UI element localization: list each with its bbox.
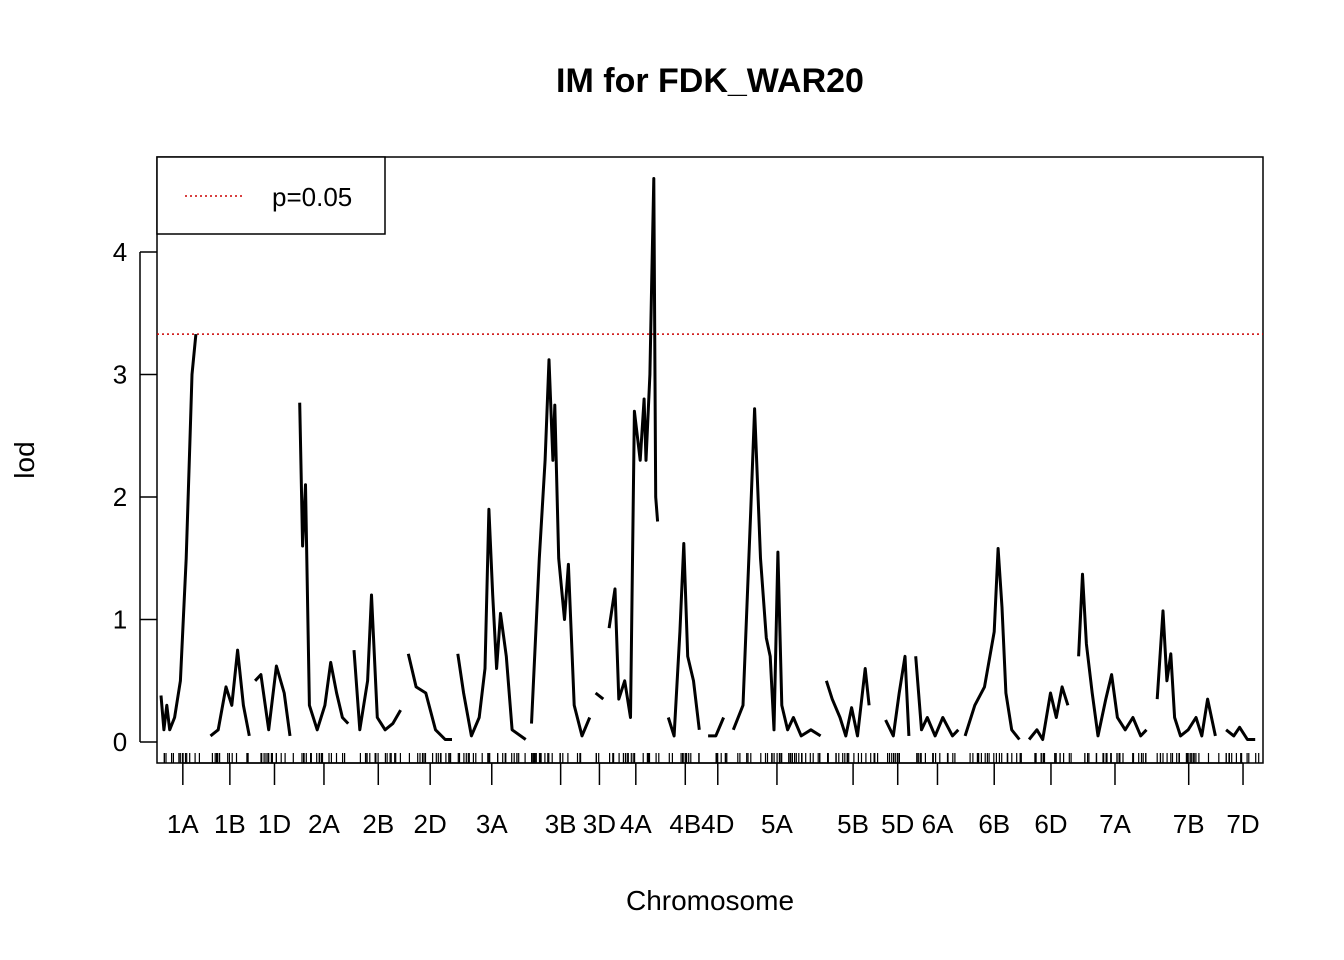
y-tick-label: 3	[113, 360, 127, 390]
legend-label-threshold: p=0.05	[272, 182, 352, 212]
x-axis: 1A 1B 1D 2A 2B 2D 3A 3B 3D 4A 4B 4D 5A 5B 5D 6A 6B 6D 7A 7B…	[167, 762, 1260, 839]
chart-title: IM for FDK_WAR20	[556, 62, 864, 100]
lod-curve	[530, 358, 592, 738]
lod-curve	[1155, 609, 1217, 738]
x-tick-label: 3B	[545, 809, 577, 839]
marker-rug	[163, 753, 1260, 763]
x-tick-label: 1A	[167, 809, 199, 839]
lod-curve	[352, 593, 402, 732]
lod-curve	[963, 547, 1021, 741]
lod-curve	[607, 177, 660, 719]
y-tick-label: 4	[113, 237, 127, 267]
lod-curve	[824, 667, 871, 738]
x-tick-label: 5A	[761, 809, 793, 839]
lod-curve	[254, 664, 292, 737]
y-axis-label: lod	[9, 441, 40, 478]
x-tick-label: 3A	[476, 809, 508, 839]
lod-curve	[1225, 725, 1256, 741]
x-axis-label: Chromosome	[626, 885, 794, 916]
x-tick-label: 3D	[583, 809, 616, 839]
lod-curve	[298, 402, 350, 732]
lod-curve	[159, 333, 198, 732]
x-tick-label: 7A	[1099, 809, 1131, 839]
lod-curve	[708, 716, 725, 738]
x-tick-label: 2A	[308, 809, 340, 839]
x-tick-label: 1D	[258, 809, 291, 839]
x-tick-label: 4A	[620, 809, 652, 839]
x-tick-label: 1B	[214, 809, 246, 839]
x-tick-label: 4D	[701, 809, 734, 839]
x-tick-label: 2D	[414, 809, 447, 839]
lod-curve	[884, 654, 911, 738]
y-axis: 0 1 2 3 4	[113, 237, 157, 757]
x-tick-label: 2B	[362, 809, 394, 839]
lod-curve	[1077, 572, 1148, 738]
y-tick-label: 0	[113, 727, 127, 757]
x-tick-label: 7B	[1173, 809, 1205, 839]
y-tick-label: 2	[113, 482, 127, 512]
lod-curves	[159, 177, 1256, 741]
x-tick-label: 6D	[1034, 809, 1067, 839]
lod-curve	[1027, 685, 1070, 741]
legend: p=0.05	[156, 156, 386, 235]
lod-curve	[456, 507, 527, 741]
lod-curve	[594, 691, 605, 701]
x-tick-label: 5D	[881, 809, 914, 839]
x-tick-label: 6A	[922, 809, 954, 839]
x-tick-label: 5B	[837, 809, 869, 839]
lod-curve	[209, 648, 251, 738]
lod-curve	[666, 542, 701, 738]
lod-curve	[914, 656, 960, 738]
y-tick-label: 1	[113, 605, 127, 635]
lod-curve	[731, 407, 822, 738]
x-tick-label: 7D	[1226, 809, 1259, 839]
x-tick-label: 4B	[669, 809, 701, 839]
x-tick-label: 6B	[978, 809, 1010, 839]
lod-curve	[406, 653, 452, 741]
